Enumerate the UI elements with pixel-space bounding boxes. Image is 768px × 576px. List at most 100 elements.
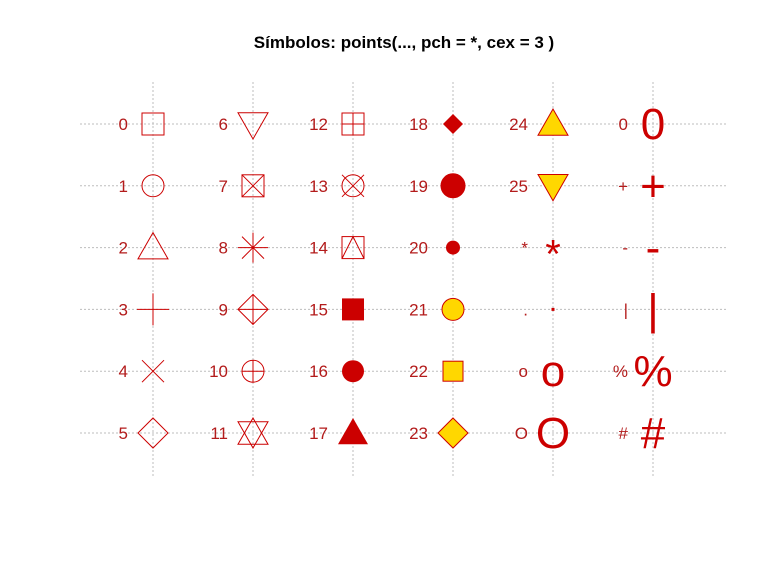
symbol-cell: + + [618,162,666,211]
symbol-cell: 13 [309,174,365,198]
symbol-cell: 14 [309,235,365,260]
symbol-mark [342,113,364,135]
symbol-cell: | | [624,285,659,334]
symbol-cell: 3 [119,293,169,326]
symbol-label: % [613,362,628,381]
symbol-mark [137,293,169,326]
chart-title: Símbolos: points(..., pch = *, cex = 3 ) [254,33,554,52]
symbol-label: o [519,362,528,381]
symbol-cell: 10 [209,359,265,383]
symbol-label: 8 [219,239,228,258]
symbol-label: 0 [619,115,628,134]
symbol-label: 4 [119,362,128,381]
symbol-cell: -- [622,224,660,273]
symbol-label: 2 [119,239,128,258]
symbol-cell: 7 [219,174,265,198]
symbol-mark [338,418,368,445]
symbol-label: 0 [119,115,128,134]
symbol-cell: 24 [509,107,569,136]
symbol-mark [241,174,265,198]
symbol-label: * [521,239,528,258]
symbol-cell: 0 [119,112,165,136]
symbol-label: O [515,424,528,443]
symbol-mark [242,360,264,383]
symbol-label: 18 [409,115,428,134]
symbol-cell: 20 [409,239,460,258]
symbol-mark [241,174,265,198]
symbol-mark [443,114,463,134]
symbol-cell: 17 [309,418,368,445]
symbol-mark [341,174,365,198]
symbol-label: 6 [219,115,228,134]
symbol-cell: 12 [309,112,365,136]
symbol-cell: # # [619,409,666,458]
symbol-label: 21 [409,300,428,319]
symbol-label: 3 [119,300,128,319]
symbol-cell: 11 [210,416,269,450]
symbol-mark [342,360,364,383]
symbol-mark [341,235,365,259]
symbol-cell: 8 [219,232,268,263]
symbol-label: 16 [309,362,328,381]
symbol-mark [237,112,269,141]
symbol-mark [442,360,464,382]
symbol-mark [342,298,364,321]
symbol-cell: 5 [119,417,169,449]
symbol-cell: 16 [309,360,364,383]
symbol-label: 17 [309,424,328,443]
symbol-label: 23 [409,424,428,443]
symbol-mark [437,417,469,449]
symbol-cell: 4 [119,359,165,383]
symbol-label: 7 [219,177,228,196]
symbol-mark [237,416,269,445]
symbol-label: # [619,424,629,443]
symbol-mark: - [646,224,661,273]
symbol-cell: 2 [119,231,169,260]
symbol-cell: 1 [119,174,165,198]
symbol-label: 14 [309,239,328,258]
symbol-cell: 6 [219,112,269,141]
symbol-cell: 18 [409,114,463,134]
symbol-cell: 9 [219,293,269,326]
symbol-label: 1 [119,177,128,196]
symbol-mark: O [536,409,570,458]
symbol-mark [237,421,269,450]
symbol-mark [238,232,268,263]
symbol-label: 13 [309,177,328,196]
symbol-mark: o [541,347,565,396]
symbol-label: 19 [409,177,428,196]
symbol-label: 15 [309,300,328,319]
symbol-label: 22 [409,362,428,381]
symbol-mark [137,417,169,449]
symbol-label: . [523,300,528,319]
symbol-cell: 19 [409,173,466,199]
symbol-label: + [618,177,628,196]
symbol-cell: 25 [509,174,569,202]
symbol-cell: 21 [409,297,465,321]
symbol-label: 5 [119,424,128,443]
symbol-label: 11 [210,424,228,443]
symbol-mark [137,231,169,260]
symbol-marks: 0123456789101112131415161718192021222324… [119,100,673,458]
symbol-label: | [624,300,628,319]
symbol-mark [537,107,569,136]
symbol-label: 9 [219,300,228,319]
symbol-label: 24 [509,115,528,134]
symbol-cell: * * [521,233,560,277]
symbol-label: 25 [509,177,528,196]
symbol-mark: # [641,409,666,458]
symbol-mark [141,112,165,136]
symbol-mark [440,173,466,199]
symbol-mark [141,174,165,198]
symbol-label: - [622,239,628,258]
symbol-label: 20 [409,239,428,258]
symbol-label: 12 [309,115,328,134]
symbol-mark [141,359,165,383]
symbol-cell: %% [613,347,673,396]
grid [80,82,728,478]
symbol-mark [441,297,465,321]
